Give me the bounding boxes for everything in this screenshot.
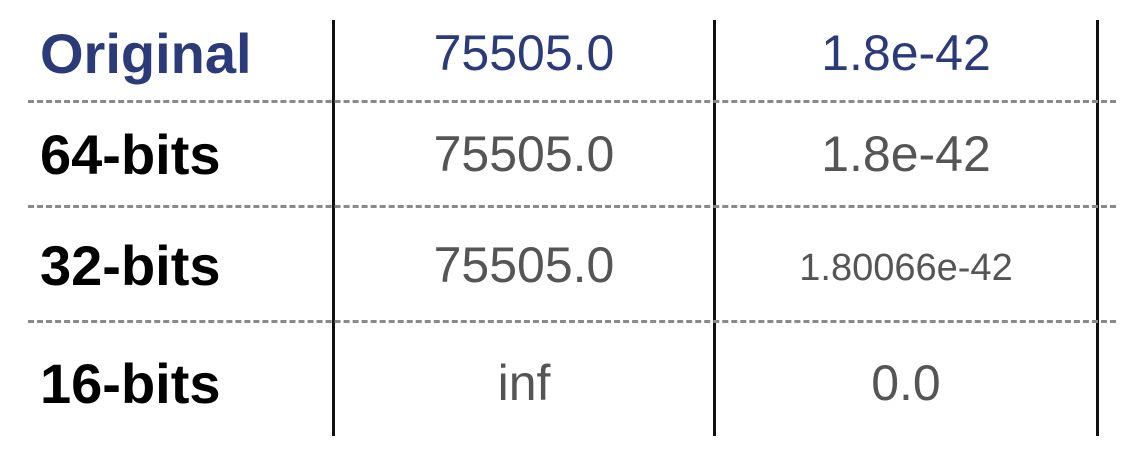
row-label-32-bits: 32-bits: [40, 233, 221, 297]
column-divider: [332, 20, 335, 436]
row-divider: [28, 100, 1116, 103]
original-value-1: 75505.0: [433, 25, 615, 81]
row-divider: [28, 205, 1116, 208]
row-label-64-bits: 64-bits: [40, 122, 221, 186]
column-divider: [1096, 20, 1099, 436]
64-bits-value-1: 75505.0: [433, 126, 615, 182]
64-bits-value-2: 1.8e-42: [821, 126, 991, 182]
32-bits-value-2: 1.80066e-42: [799, 246, 1013, 289]
original-value-2: 1.8e-42: [821, 25, 991, 81]
row-label-original: Original: [40, 21, 252, 85]
row-divider: [28, 320, 1116, 323]
32-bits-value-1: 75505.0: [433, 237, 615, 293]
row-label-16-bits: 16-bits: [40, 351, 221, 415]
column-divider: [713, 20, 716, 436]
16-bits-value-1: inf: [497, 355, 551, 411]
16-bits-value-2: 0.0: [871, 355, 941, 411]
